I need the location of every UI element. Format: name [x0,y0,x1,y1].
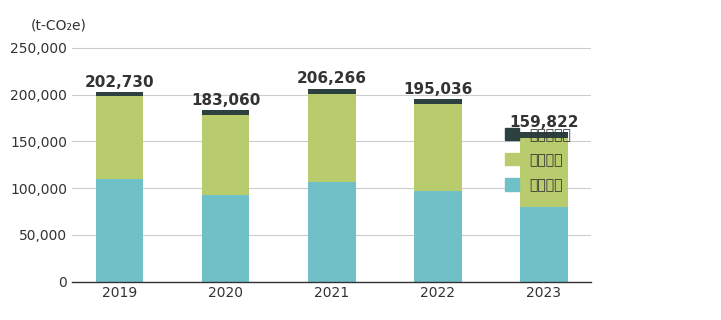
Bar [520,138,567,207]
Bar [96,92,143,96]
Bar [202,195,249,282]
Bar [414,99,461,104]
Bar [308,182,355,282]
Bar [520,207,567,282]
Text: (t-CO₂e): (t-CO₂e) [30,19,87,33]
Text: 202,730: 202,730 [85,75,154,90]
Bar [414,191,461,282]
Bar [414,104,461,191]
Text: 183,060: 183,060 [191,93,260,108]
Text: 159,822: 159,822 [509,115,578,130]
Legend: 横浜本社他, 枕木工場, 藤沢工場: 横浜本社他, 枕木工場, 藤沢工場 [505,128,572,192]
Bar [202,110,249,115]
Text: 206,266: 206,266 [296,71,367,86]
Bar [96,179,143,282]
Text: 195,036: 195,036 [403,82,472,97]
Bar [520,132,567,138]
Bar [308,89,355,93]
Bar [96,96,143,179]
Bar [308,93,355,182]
Bar [202,115,249,195]
